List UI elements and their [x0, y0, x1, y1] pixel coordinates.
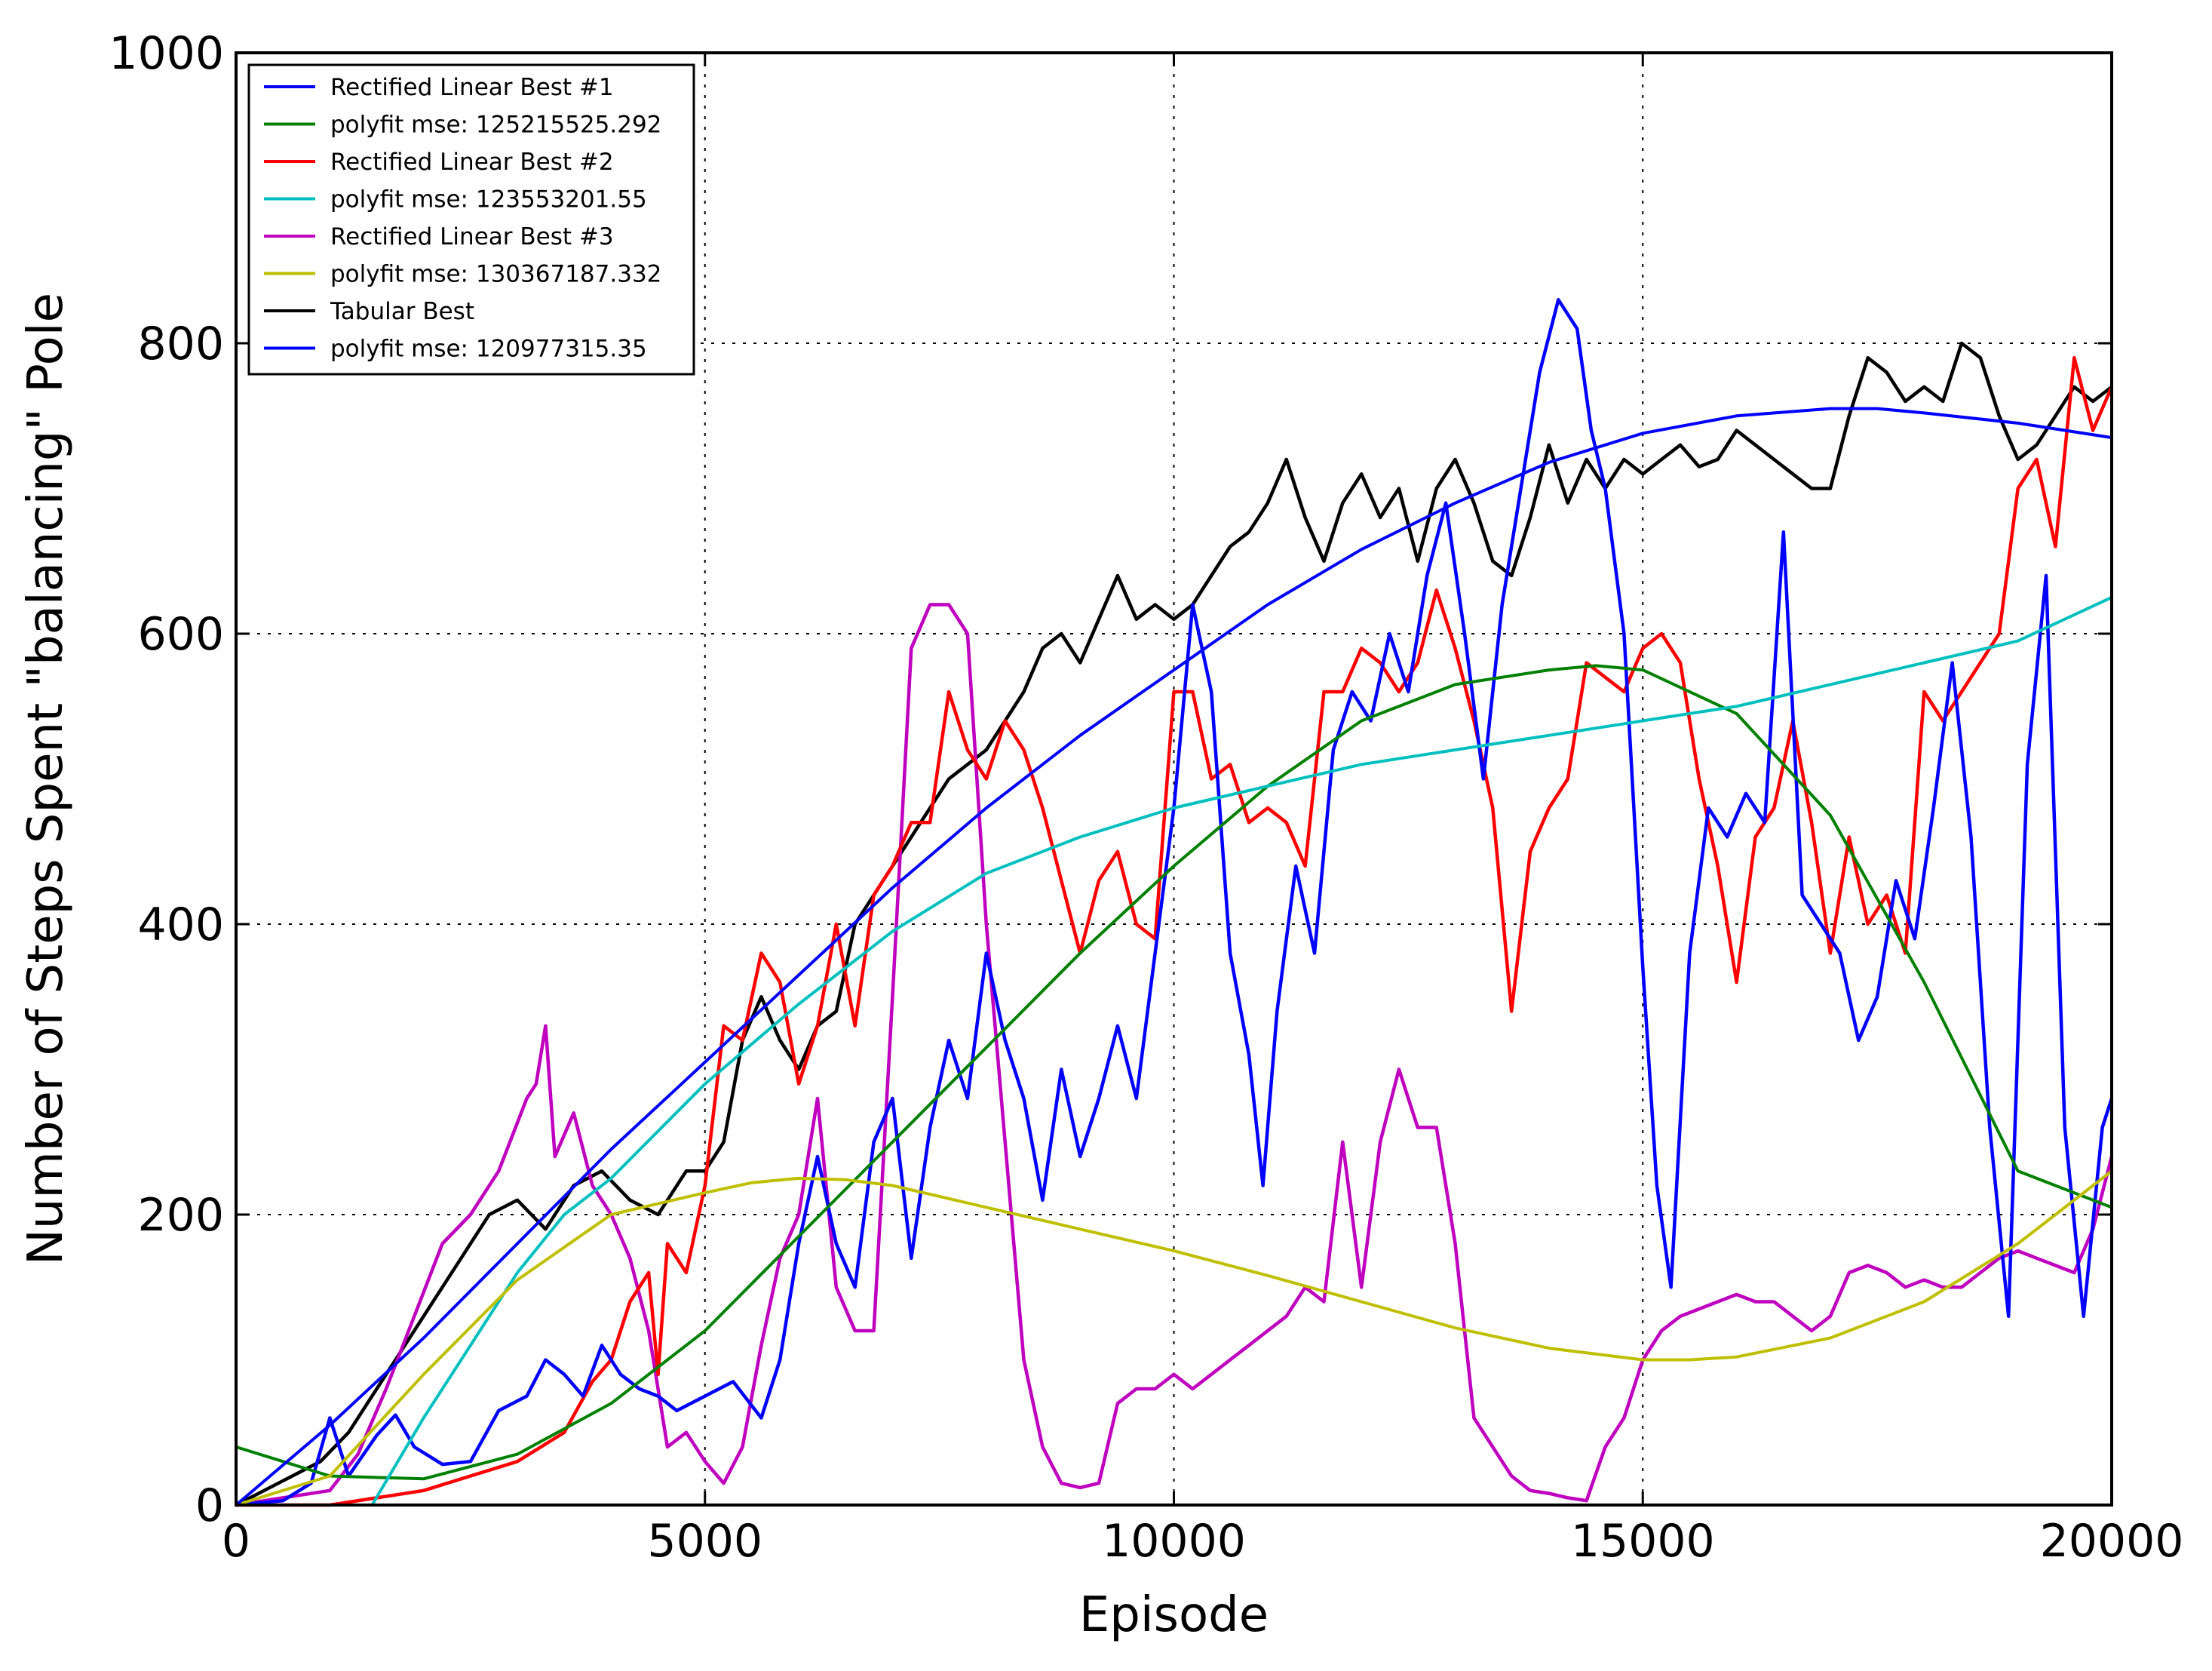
y-axis-title: Number of Steps Spent "balancing" Pole — [18, 293, 74, 1265]
legend-label-7: Tabular Best — [330, 298, 474, 325]
legend-label-3: Rectified Linear Best #2 — [330, 149, 614, 176]
y-tick-label-0: 0 — [195, 1479, 224, 1532]
series-line-6 — [235, 1169, 2113, 1507]
grid-layer — [236, 53, 2112, 1505]
series-line-4 — [370, 596, 2112, 1507]
legend: Rectified Linear Best #1 polyfit mse: 125… — [247, 63, 695, 376]
y-tick-label-1000: 1000 — [109, 27, 224, 80]
x-axis-title: Episode — [1079, 1587, 1269, 1643]
legend-label-8: polyfit mse: 120977315.35 — [330, 336, 647, 363]
series-line-8 — [235, 407, 2112, 1507]
legend-box — [247, 63, 695, 376]
y-tick-label-800: 800 — [137, 318, 224, 370]
x-tick-label-15000: 15000 — [1571, 1515, 1715, 1568]
y-tick-label-200: 200 — [137, 1189, 224, 1242]
legend-label-6: polyfit mse: 130367187.332 — [330, 261, 661, 288]
series-line-1 — [235, 298, 2114, 1507]
series-line-3 — [236, 356, 2114, 1507]
legend-label-1: Rectified Linear Best #1 — [330, 74, 614, 101]
legend-label-5: Rectified Linear Best #3 — [330, 223, 614, 250]
series-line-5 — [235, 603, 2114, 1507]
series-line-2 — [235, 664, 2112, 1481]
legend-label-4: polyfit mse: 123553201.55 — [330, 186, 647, 213]
x-tick-label-5000: 5000 — [647, 1515, 762, 1568]
x-tick-label-0: 0 — [222, 1515, 250, 1568]
series-layer — [235, 298, 2114, 1507]
tick-layer: 0 5000 10000 15000 20000 0 200 400 600 800 1000 — [109, 27, 2183, 1568]
x-tick-label-20000: 20000 — [2040, 1515, 2184, 1568]
legend-label-2: polyfit mse: 125215525.292 — [330, 112, 661, 139]
x-tick-label-10000: 10000 — [1102, 1515, 1246, 1568]
y-tick-label-400: 400 — [137, 898, 224, 951]
y-tick-label-600: 600 — [137, 608, 224, 661]
